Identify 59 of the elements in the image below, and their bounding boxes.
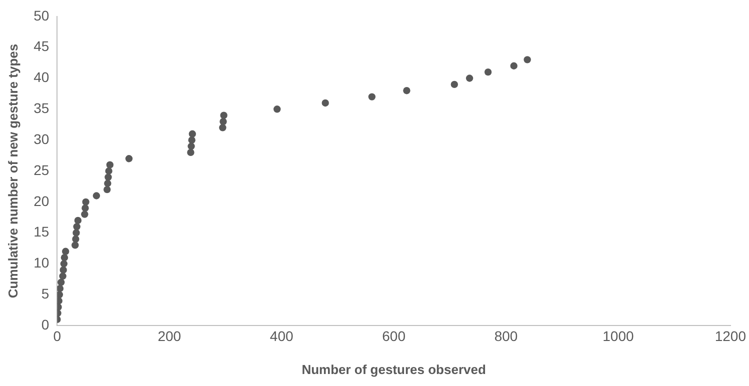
point xyxy=(72,242,79,249)
point xyxy=(57,291,64,298)
point xyxy=(403,87,410,94)
point xyxy=(104,174,112,181)
x-tick-label: 400 xyxy=(270,328,294,344)
point xyxy=(187,148,194,156)
x-tick-label: 600 xyxy=(382,328,406,344)
point xyxy=(82,204,89,212)
y-tick-label: 45 xyxy=(34,38,50,54)
point xyxy=(72,229,80,236)
y-tick-label: 20 xyxy=(34,192,50,209)
point xyxy=(450,80,458,88)
point xyxy=(219,124,226,132)
x-tick-label: 200 xyxy=(158,328,182,344)
y-tick-label: 40 xyxy=(34,69,50,86)
x-axis-title: Number of gestures observed xyxy=(302,362,486,377)
x-tick-label: 1000 xyxy=(602,328,634,344)
y-tick-label: 15 xyxy=(34,224,50,240)
y-tick-label: 10 xyxy=(34,254,50,271)
point xyxy=(484,68,492,76)
point xyxy=(72,235,80,243)
point xyxy=(188,136,196,144)
point xyxy=(92,192,100,200)
point xyxy=(188,130,196,138)
point xyxy=(510,62,518,70)
point xyxy=(74,216,82,224)
point xyxy=(524,56,531,64)
y-tick-label: 25 xyxy=(34,162,50,178)
point xyxy=(57,284,64,292)
x-tick-label: 800 xyxy=(494,328,518,344)
point xyxy=(466,74,474,82)
point xyxy=(62,248,70,255)
point xyxy=(106,161,114,168)
point xyxy=(60,254,68,262)
point xyxy=(368,93,376,100)
y-tick-label: 0 xyxy=(41,316,50,332)
y-tick-label: 30 xyxy=(34,130,50,147)
point xyxy=(274,106,281,113)
y-tick-label: 5 xyxy=(41,286,50,302)
point xyxy=(104,180,112,187)
point xyxy=(188,142,195,150)
y-tick-label: 35 xyxy=(34,100,50,116)
point xyxy=(220,112,228,119)
point xyxy=(82,198,90,206)
x-tick-label: 1200 xyxy=(714,328,746,344)
y-axis-title: Cumulative number of new gesture types xyxy=(5,44,20,298)
point xyxy=(58,278,65,286)
point xyxy=(60,260,68,268)
point xyxy=(125,155,133,162)
point xyxy=(81,210,88,218)
point xyxy=(59,272,66,280)
point xyxy=(322,99,329,107)
point xyxy=(60,266,67,274)
point xyxy=(73,223,80,230)
point xyxy=(220,118,227,126)
point xyxy=(104,186,111,194)
point xyxy=(105,167,112,175)
y-tick-label: 50 xyxy=(34,7,50,24)
x-tick-label: 0 xyxy=(53,328,62,344)
